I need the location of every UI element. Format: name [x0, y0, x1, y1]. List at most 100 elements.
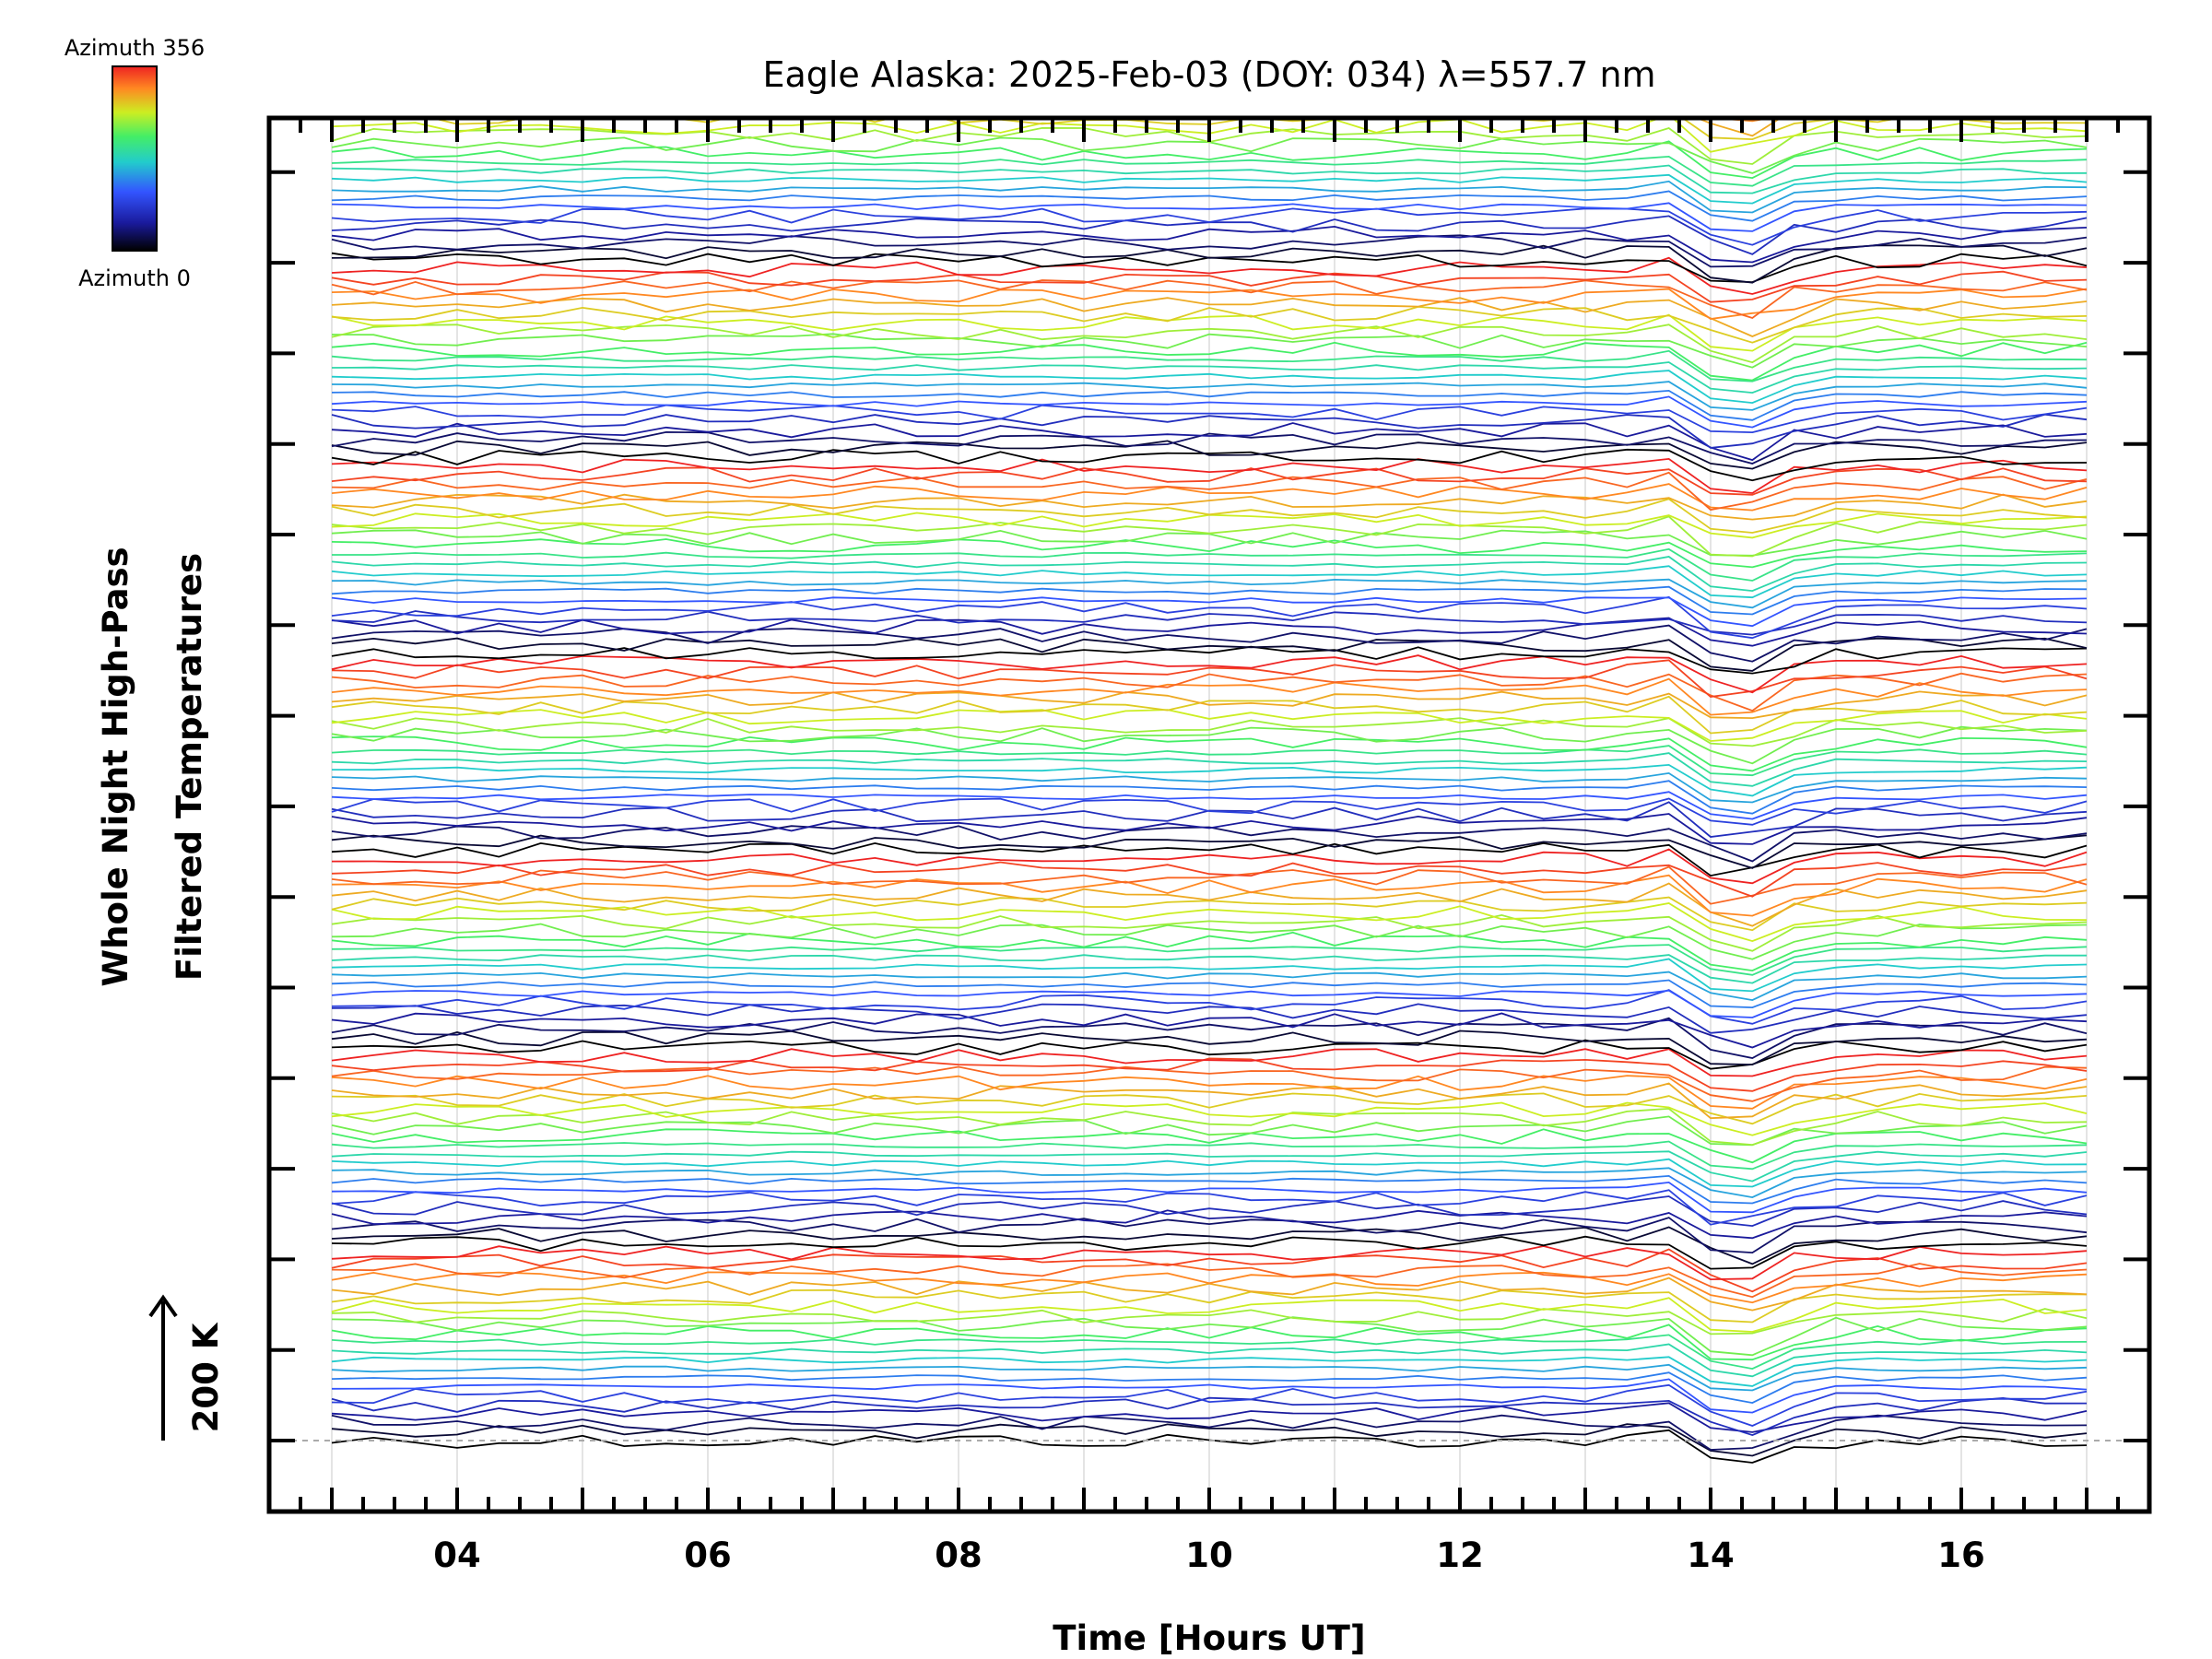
trace-line: [331, 1128, 2088, 1164]
trace-line: [331, 797, 2088, 826]
x-tick-label: 08: [935, 1535, 982, 1575]
x-axis-label: Time [Hours UT]: [1053, 1618, 1365, 1658]
trace-line: [331, 1226, 2088, 1265]
trace-line: [331, 225, 2088, 264]
trace-line: [331, 1383, 2088, 1427]
trace-line: [331, 861, 2088, 898]
trace-line: [331, 279, 2088, 319]
trace-line: [331, 1235, 2088, 1270]
trace-line: [331, 771, 2088, 804]
trace-line: [331, 971, 2088, 1002]
trace-line: [331, 556, 2088, 593]
trace-line: [331, 954, 2087, 984]
trace-line: [331, 202, 2088, 232]
trace-line: [331, 1195, 2088, 1228]
trace-line: [331, 1396, 2088, 1437]
trace-line: [331, 180, 2088, 214]
trace-line: [331, 645, 2088, 675]
trace-line: [331, 578, 2088, 609]
trace-line: [331, 234, 2088, 268]
trace-line: [331, 780, 2088, 815]
scale-label: 200 K: [186, 1322, 226, 1432]
trace-line: [331, 1140, 2088, 1171]
trace-line: [331, 752, 2088, 787]
trace-line: [331, 865, 2088, 905]
trace-line: [331, 1158, 2088, 1188]
trace-line: [331, 565, 2088, 599]
trace-line: [331, 1167, 2088, 1199]
trace-line: [332, 0, 2087, 28]
trace-line: [331, 1378, 2088, 1414]
trace-line: [331, 305, 2088, 344]
trace-line: [331, 288, 2088, 320]
trace-line: [331, 834, 2088, 869]
trace-line: [331, 1017, 2088, 1059]
trace-line: [331, 989, 2088, 1025]
x-tick-label: 14: [1687, 1535, 1735, 1575]
trace-line: [331, 538, 2088, 569]
axis-ticks: [269, 118, 2149, 1512]
trace-line: [331, 1297, 2088, 1333]
colorbar-min-label: Azimuth 0: [78, 265, 191, 291]
trace-line: [331, 672, 2088, 712]
trace-line: [331, 659, 2088, 698]
trace-line: [331, 1245, 2088, 1281]
x-tick-label: 12: [1436, 1535, 1484, 1575]
trace-line: [331, 471, 2088, 512]
trace-line: [331, 931, 2088, 972]
x-tick-label: 04: [433, 1535, 481, 1575]
trace-line: [331, 256, 2088, 295]
trace-line: [331, 745, 2088, 777]
trace-line: [331, 498, 2088, 534]
trace-line: [331, 848, 2088, 885]
trace-line: [331, 763, 2088, 797]
trace-line: [331, 595, 2088, 640]
trace-line: [331, 725, 2088, 765]
trace-line: [331, 1271, 2088, 1304]
trace-line: [331, 430, 2088, 465]
colorbar-max-label: Azimuth 356: [65, 35, 205, 61]
trace-line: [331, 483, 2088, 512]
trace-line: [331, 1316, 2088, 1357]
trace-line: [331, 1371, 2088, 1405]
trace-line: [331, 349, 2088, 382]
trace-line: [332, 5, 2087, 33]
trace-line: [331, 448, 2088, 482]
x-tick-label: 10: [1185, 1535, 1233, 1575]
trace-line: [331, 270, 2088, 303]
trace-line: [331, 1414, 2088, 1451]
trace-line: [331, 958, 2088, 993]
trace-line: [331, 457, 2088, 494]
trace-line: [331, 140, 2088, 180]
trace-line: [331, 1324, 2088, 1361]
trace-line: [331, 913, 2088, 952]
temperature-traces: [331, 0, 2088, 1464]
trace-line: [331, 1075, 2088, 1110]
trace-line: [331, 1012, 2088, 1049]
trace-line: [331, 1107, 2088, 1147]
trace-line: [331, 155, 2088, 187]
trace-line: [331, 735, 2088, 772]
trace-line: [331, 1101, 2088, 1136]
trace-line: [331, 422, 2088, 462]
trace-line: [331, 1150, 2088, 1182]
y-axis-label-line2: Filtered Temperatures: [170, 553, 209, 981]
trace-line: [331, 585, 2088, 616]
trace-line: [331, 1334, 2088, 1371]
trace-line: [331, 1263, 2088, 1299]
scale-arrow: [148, 1294, 178, 1441]
trace-line: [331, 164, 2088, 194]
trace-line: [331, 610, 2088, 636]
trace-line: [331, 944, 2088, 976]
trace-line: [331, 1039, 2088, 1070]
trace-line: [331, 637, 2088, 672]
trace-line: [331, 1048, 2088, 1077]
trace-line: [331, 979, 2088, 1009]
trace-line: [331, 1209, 2088, 1240]
trace-line: [331, 244, 2088, 284]
trace-line: [331, 882, 2088, 927]
trace-line: [331, 690, 2088, 720]
trace-line: [331, 1092, 2088, 1125]
trace-line: [331, 717, 2088, 747]
